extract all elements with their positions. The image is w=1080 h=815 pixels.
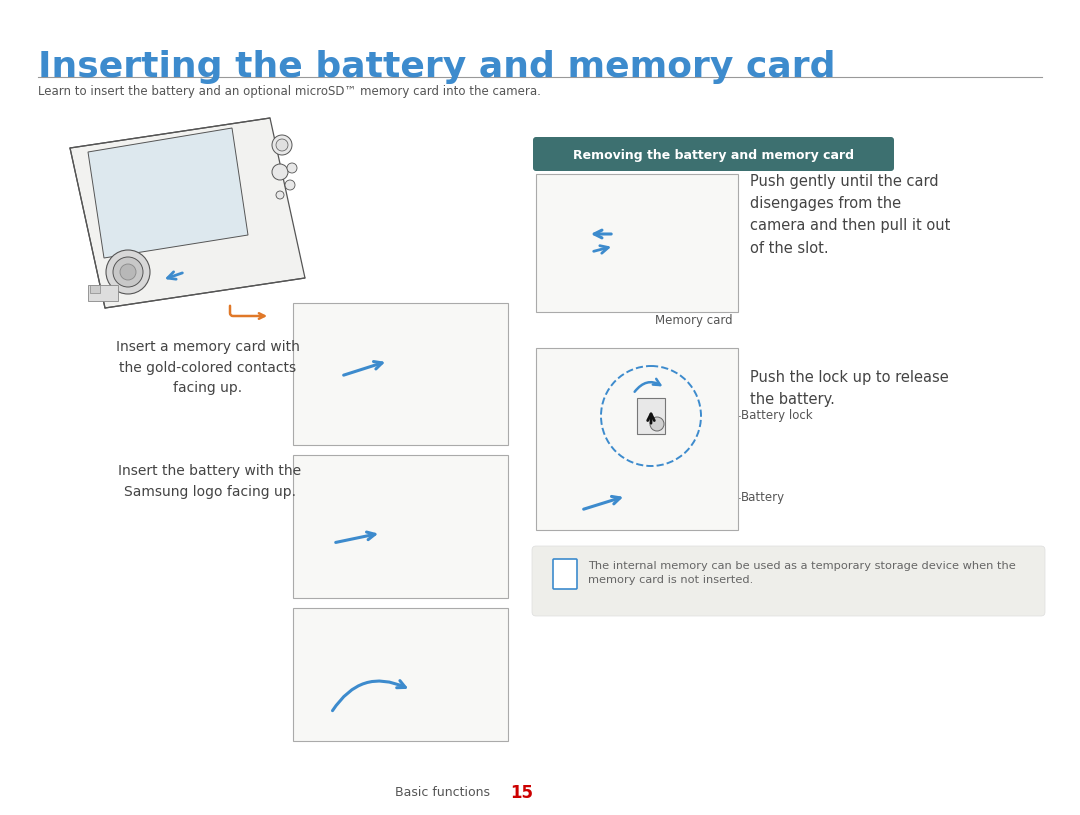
Bar xyxy=(536,174,738,312)
Bar xyxy=(536,348,738,530)
Polygon shape xyxy=(303,648,403,660)
Text: Battery: Battery xyxy=(741,491,785,504)
Bar xyxy=(301,475,372,493)
Circle shape xyxy=(686,201,706,221)
Bar xyxy=(301,623,372,641)
FancyBboxPatch shape xyxy=(532,546,1045,616)
Circle shape xyxy=(276,139,288,151)
Bar xyxy=(363,460,488,593)
Bar xyxy=(87,285,118,301)
Polygon shape xyxy=(87,128,248,258)
Bar xyxy=(301,341,366,363)
Bar xyxy=(363,613,488,736)
Circle shape xyxy=(113,257,143,287)
Circle shape xyxy=(314,679,322,687)
Circle shape xyxy=(462,337,480,354)
Bar xyxy=(323,358,373,398)
Text: Battery lock: Battery lock xyxy=(741,409,812,422)
Text: Removing the battery and memory card: Removing the battery and memory card xyxy=(573,148,854,161)
Bar xyxy=(321,513,411,585)
Circle shape xyxy=(461,631,480,649)
Text: Memory card: Memory card xyxy=(656,314,733,327)
Circle shape xyxy=(453,472,469,488)
Bar xyxy=(550,466,638,518)
Text: Basic functions: Basic functions xyxy=(395,786,490,800)
Bar xyxy=(311,503,401,575)
Text: The internal memory can be used as a temporary storage device when the
memory ca: The internal memory can be used as a tem… xyxy=(588,561,1016,585)
Circle shape xyxy=(120,264,136,280)
Circle shape xyxy=(475,358,499,381)
Circle shape xyxy=(272,164,288,180)
Bar xyxy=(540,438,595,456)
Bar xyxy=(90,285,100,293)
Bar xyxy=(293,455,508,598)
Circle shape xyxy=(456,326,470,340)
Text: Push the lock up to release
the battery.: Push the lock up to release the battery. xyxy=(750,370,948,408)
Circle shape xyxy=(285,180,295,190)
Polygon shape xyxy=(70,118,305,308)
Bar xyxy=(541,202,603,224)
Text: Learn to insert the battery and an optional microSD™ memory card into the camera: Learn to insert the battery and an optio… xyxy=(38,85,541,98)
Text: Insert a memory card with
the gold-colored contacts
facing up.: Insert a memory card with the gold-color… xyxy=(116,340,300,395)
Circle shape xyxy=(467,498,491,522)
Circle shape xyxy=(694,214,718,238)
Circle shape xyxy=(678,188,694,204)
Bar xyxy=(293,608,508,741)
Bar xyxy=(561,476,648,528)
Circle shape xyxy=(287,163,297,173)
FancyBboxPatch shape xyxy=(534,137,894,171)
Text: Push gently until the card
disengages from the
camera and then pull it out
of th: Push gently until the card disengages fr… xyxy=(750,174,950,256)
Bar xyxy=(546,222,594,260)
Bar xyxy=(301,363,346,375)
Bar xyxy=(541,224,586,236)
Bar xyxy=(637,398,665,434)
Circle shape xyxy=(454,621,468,635)
Text: 15: 15 xyxy=(510,784,534,802)
Circle shape xyxy=(106,250,150,294)
Bar xyxy=(293,303,508,445)
Circle shape xyxy=(276,191,284,199)
Bar xyxy=(596,179,716,307)
Circle shape xyxy=(650,417,664,431)
Text: Inserting the battery and memory card: Inserting the battery and memory card xyxy=(38,50,836,84)
Circle shape xyxy=(688,445,704,461)
Text: Insert the battery with the
Samsung logo facing up.: Insert the battery with the Samsung logo… xyxy=(119,464,301,499)
Circle shape xyxy=(468,641,490,663)
Circle shape xyxy=(460,485,480,505)
Circle shape xyxy=(469,347,489,367)
Circle shape xyxy=(696,460,717,482)
FancyBboxPatch shape xyxy=(553,559,577,589)
Bar xyxy=(357,311,488,437)
Bar xyxy=(540,438,734,525)
Circle shape xyxy=(272,135,292,155)
